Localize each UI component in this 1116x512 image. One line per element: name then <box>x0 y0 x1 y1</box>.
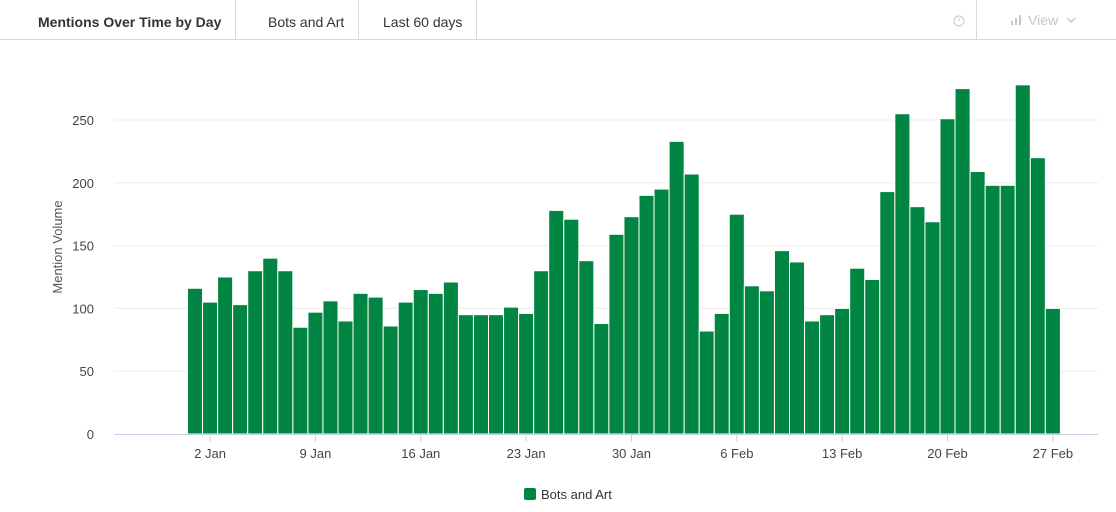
bar[interactable] <box>217 276 234 435</box>
x-tick-label: 13 Feb <box>822 446 862 461</box>
x-tick-label: 30 Jan <box>612 446 651 461</box>
bar[interactable] <box>894 113 911 435</box>
bar[interactable] <box>1014 84 1031 435</box>
bar[interactable] <box>563 218 580 435</box>
y-tick-label: 200 <box>72 176 94 191</box>
bar[interactable] <box>277 270 294 435</box>
bar[interactable] <box>849 267 866 435</box>
bar-chart-icon <box>1011 15 1021 25</box>
bar[interactable] <box>969 171 986 435</box>
bar[interactable] <box>488 314 505 435</box>
bar[interactable] <box>743 285 760 435</box>
bar[interactable] <box>939 118 956 435</box>
y-tick-label: 50 <box>80 364 94 379</box>
bar[interactable] <box>804 320 821 435</box>
bar[interactable] <box>593 322 610 435</box>
legend-label: Bots and Art <box>541 486 612 502</box>
bars <box>187 84 1061 435</box>
legend[interactable]: Bots and Art <box>524 486 612 502</box>
bar[interactable] <box>668 140 685 435</box>
x-tick-label: 2 Jan <box>194 446 226 461</box>
bar[interactable] <box>442 281 459 435</box>
clock-icon[interactable] <box>953 15 965 27</box>
y-tick-label: 100 <box>72 301 94 316</box>
y-axis-label: Mention Volume <box>50 200 65 293</box>
bar[interactable] <box>457 314 474 435</box>
bar[interactable] <box>262 257 279 435</box>
bar[interactable] <box>307 311 324 435</box>
bar[interactable] <box>232 304 249 435</box>
bar[interactable] <box>322 300 339 435</box>
bar[interactable] <box>954 88 971 435</box>
bar[interactable] <box>713 312 730 435</box>
series-tab[interactable]: Bots and Art <box>254 0 360 39</box>
y-tick-label: 150 <box>72 239 94 254</box>
chevron-down-icon <box>1066 17 1076 24</box>
bar[interactable] <box>623 216 640 435</box>
bar[interactable] <box>789 261 806 435</box>
chart-title-tab[interactable]: Mentions Over Time by Day <box>24 0 237 39</box>
x-tick-label: 6 Feb <box>720 446 753 461</box>
x-tick-label: 16 Jan <box>401 446 440 461</box>
bar[interactable] <box>397 301 414 435</box>
bar[interactable] <box>1044 307 1061 435</box>
bar[interactable] <box>412 289 429 435</box>
bar[interactable] <box>653 188 670 435</box>
bar[interactable] <box>924 221 941 435</box>
bar[interactable] <box>472 314 490 435</box>
bar[interactable] <box>382 325 399 435</box>
bar[interactable] <box>292 326 309 435</box>
bar[interactable] <box>758 290 775 435</box>
x-tick-label: 9 Jan <box>300 446 332 461</box>
bar[interactable] <box>367 296 384 435</box>
legend-swatch <box>524 488 536 500</box>
date-range-tab[interactable]: Last 60 days <box>369 0 478 39</box>
bar[interactable] <box>879 191 896 435</box>
bar[interactable] <box>533 270 550 435</box>
bar[interactable] <box>548 209 565 435</box>
bar[interactable] <box>337 320 354 435</box>
bar[interactable] <box>728 213 745 435</box>
view-button[interactable]: View <box>1010 8 1076 32</box>
x-tick-label: 23 Jan <box>507 446 546 461</box>
view-button-label: View <box>1028 12 1059 28</box>
bar[interactable] <box>187 287 204 435</box>
bar[interactable] <box>683 173 700 435</box>
x-tick-label: 27 Feb <box>1033 446 1073 461</box>
bar[interactable] <box>984 184 1001 435</box>
bar[interactable] <box>247 270 264 435</box>
bar-chart: 0 50 100 150 200 250 2 Jan 9 Jan 16 Jan 23 Jan 30… <box>50 84 1098 461</box>
bar[interactable] <box>202 301 219 435</box>
bar[interactable] <box>578 260 595 435</box>
bar[interactable] <box>909 206 926 435</box>
bar[interactable] <box>834 307 851 435</box>
y-tick-label: 0 <box>87 427 94 442</box>
bar[interactable] <box>698 330 715 435</box>
x-tick-labels: 2 Jan 9 Jan 16 Jan 23 Jan 30 Jan 6 Feb 13 Feb 2… <box>194 434 1073 461</box>
bar[interactable] <box>864 279 881 435</box>
bar[interactable] <box>503 306 520 435</box>
bar[interactable] <box>608 233 625 435</box>
bar[interactable] <box>819 314 836 435</box>
chart-header-bar: Mentions Over Time by Day Bots and Art L… <box>0 0 1116 40</box>
y-tick-labels: 0 50 100 150 200 250 <box>72 113 94 442</box>
y-tick-label: 250 <box>72 113 94 128</box>
bar[interactable] <box>518 312 535 435</box>
bar[interactable] <box>999 184 1016 435</box>
bar[interactable] <box>638 194 655 435</box>
bar[interactable] <box>773 250 791 435</box>
bar[interactable] <box>352 292 369 435</box>
bar[interactable] <box>1029 157 1046 435</box>
x-tick-label: 20 Feb <box>927 446 967 461</box>
bar[interactable] <box>427 292 444 435</box>
chart-tools <box>976 0 1116 39</box>
